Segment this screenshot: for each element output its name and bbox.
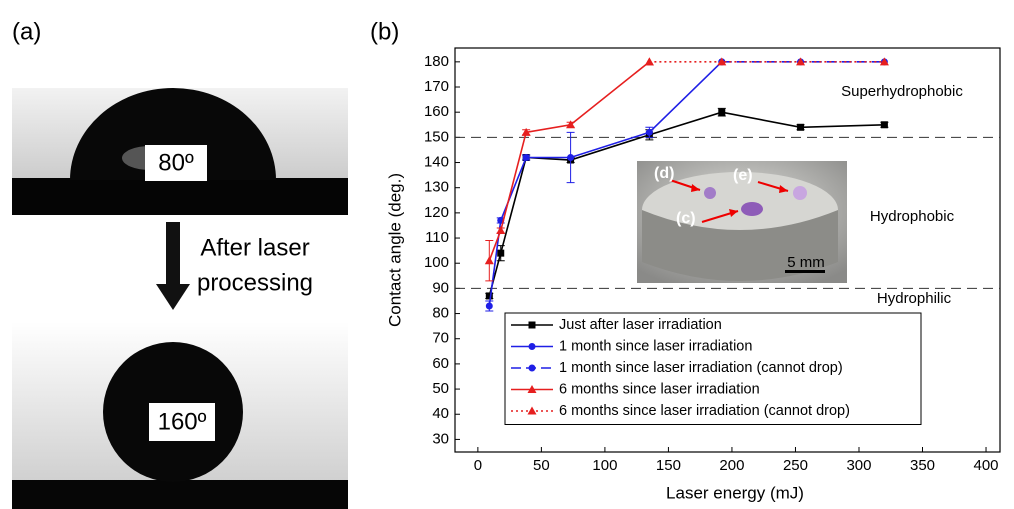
- scale-bar-label: 5 mm: [787, 254, 825, 271]
- x-axis-title: Laser energy (mJ): [666, 483, 804, 502]
- x-tick-label: 400: [974, 457, 999, 474]
- y-axis-title: Contact angle (deg.): [385, 173, 404, 327]
- y-tick-label: 160: [424, 103, 449, 120]
- annotation: Hydrophobic: [870, 208, 955, 225]
- marker: [529, 343, 536, 350]
- marker: [645, 57, 654, 65]
- y-tick-label: 30: [432, 430, 449, 447]
- x-tick-label: 150: [656, 457, 681, 474]
- marker: [529, 322, 536, 329]
- y-tick-label: 120: [424, 204, 449, 221]
- legend-label: 1 month since laser irradiation (cannot …: [559, 360, 843, 376]
- y-tick-label: 60: [432, 355, 449, 372]
- y-tick-label: 80: [432, 305, 449, 322]
- marker: [567, 154, 574, 161]
- y-tick-label: 180: [424, 53, 449, 70]
- marker: [718, 109, 725, 116]
- x-tick-label: 100: [592, 457, 617, 474]
- annotation: Hydrophilic: [877, 290, 952, 307]
- marker: [881, 121, 888, 128]
- x-tick-label: 300: [846, 457, 871, 474]
- x-tick-label: 50: [533, 457, 550, 474]
- y-tick-label: 110: [425, 229, 449, 246]
- marker: [529, 365, 536, 372]
- y-tick-label: 170: [424, 78, 449, 95]
- x-tick-label: 350: [910, 457, 935, 474]
- inset-label: (c): [676, 210, 696, 227]
- y-tick-label: 100: [424, 254, 449, 271]
- y-tick-label: 140: [424, 153, 449, 170]
- arrow: [156, 222, 190, 310]
- y-tick-label: 130: [424, 179, 449, 196]
- caption: After laser: [200, 234, 309, 261]
- y-tick-label: 150: [424, 128, 449, 145]
- angle-label: 160º: [158, 408, 207, 435]
- legend-label: 1 month since laser irradiation: [559, 338, 752, 354]
- marker: [486, 303, 493, 310]
- marker: [497, 250, 504, 257]
- y-tick-label: 90: [432, 279, 449, 296]
- angle-label: 80º: [158, 149, 194, 176]
- y-tick-label: 40: [432, 405, 449, 422]
- legend-label: 6 months since laser irradiation: [559, 381, 760, 397]
- marker: [485, 256, 494, 264]
- inset-label: (e): [733, 167, 753, 184]
- x-tick-label: 0: [474, 457, 482, 474]
- y-tick-label: 70: [432, 330, 449, 347]
- annotation: Superhydrophobic: [841, 83, 963, 100]
- caption: processing: [197, 269, 313, 296]
- figure: (a) 80º After laser processing 160º (b) …: [0, 0, 1014, 509]
- panel-label: (a): [12, 18, 41, 45]
- marker: [496, 226, 505, 234]
- x-tick-label: 200: [719, 457, 744, 474]
- panel-label: (b): [370, 18, 399, 45]
- y-tick-label: 50: [432, 380, 449, 397]
- marker: [523, 154, 530, 161]
- legend-label: Just after laser irradiation: [559, 317, 722, 333]
- x-tick-label: 250: [783, 457, 808, 474]
- marker: [646, 129, 653, 136]
- inset-label: (d): [654, 165, 674, 182]
- marker: [797, 124, 804, 131]
- legend-label: 6 months since laser irradiation (cannot…: [559, 403, 850, 419]
